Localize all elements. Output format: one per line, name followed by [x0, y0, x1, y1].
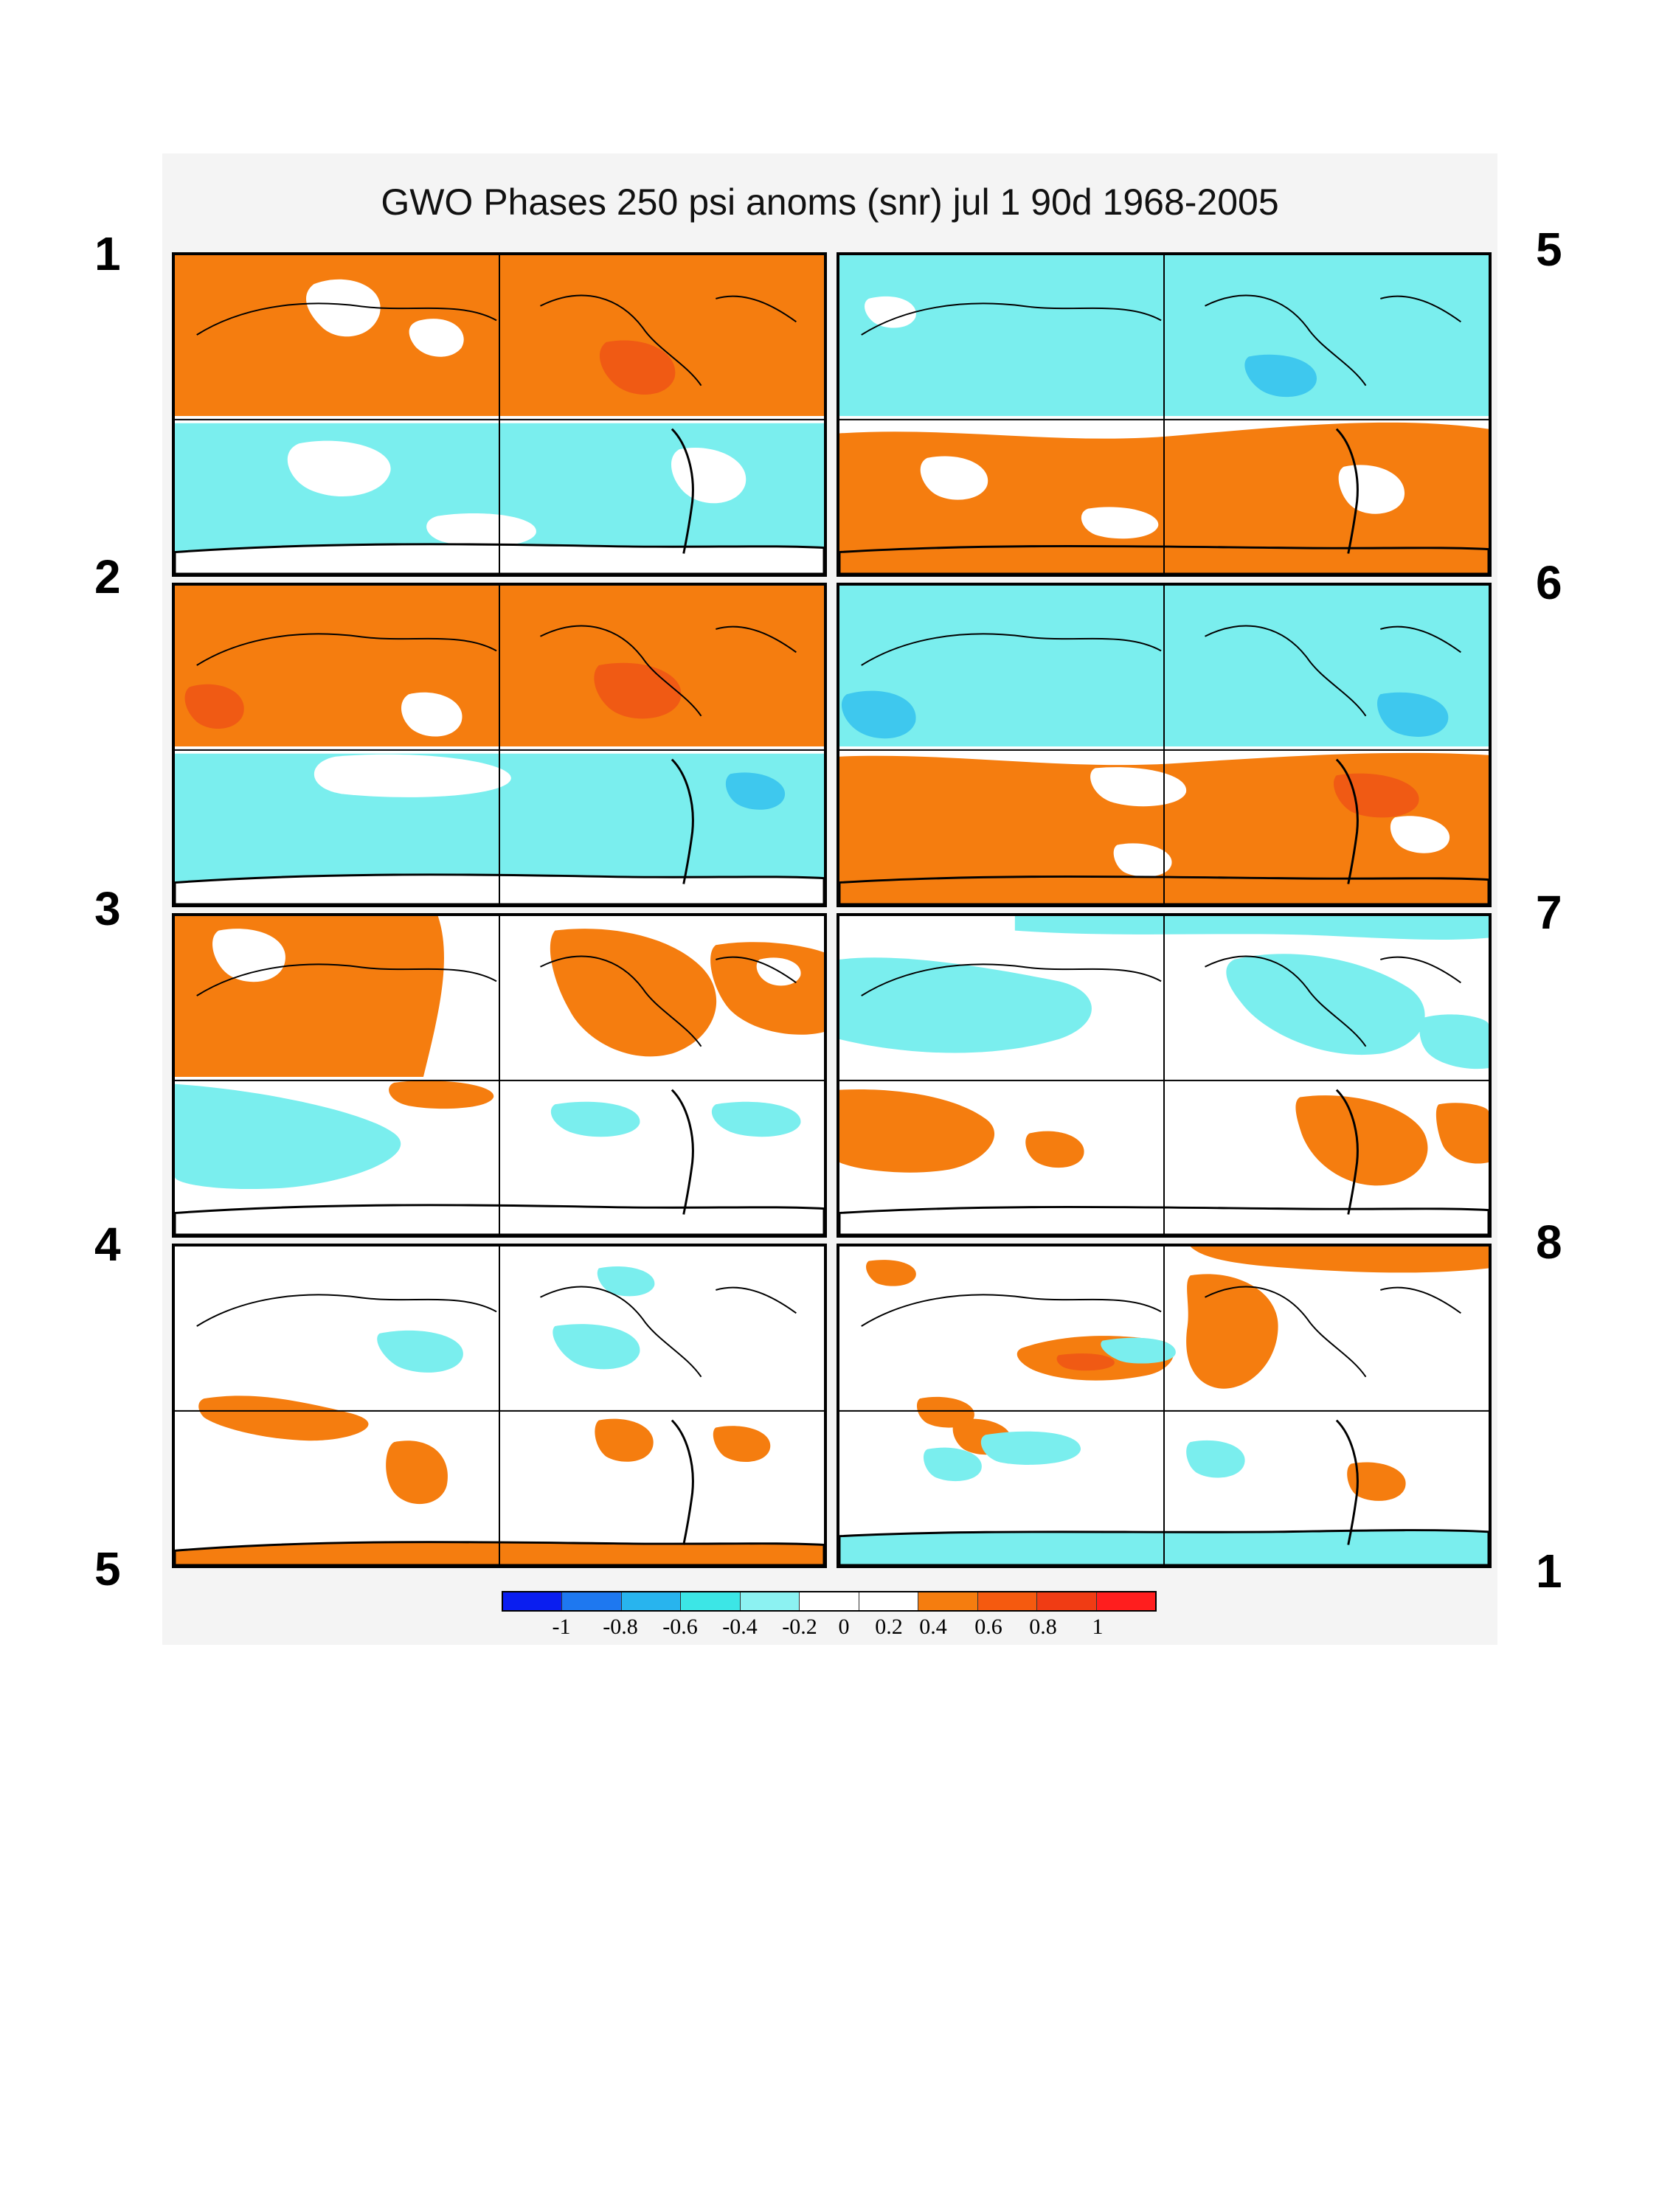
- colorbar-tick-label: 1: [1092, 1615, 1104, 1639]
- colorbar-tick-label: -0.6: [662, 1615, 698, 1639]
- colorbar-tick-label: 0.2: [875, 1615, 903, 1639]
- map-panel-phase-7: [837, 913, 1492, 1238]
- colorbar-tick-label: -0.4: [722, 1615, 758, 1639]
- right-label-7: 7: [1536, 886, 1562, 939]
- left-label-1: 1: [94, 227, 121, 280]
- colorbar-tick-label: -0.2: [782, 1615, 817, 1639]
- colorbar-tick-label: -1: [552, 1615, 571, 1639]
- map-panel-phase-1: [172, 252, 827, 577]
- colorbar-swatch: [800, 1592, 859, 1610]
- colorbar-swatch: [562, 1592, 622, 1610]
- left-label-3: 3: [94, 882, 121, 935]
- colorbar-swatch: [918, 1592, 978, 1610]
- map-panel-phase-2: [172, 583, 827, 907]
- left-label-5: 5: [94, 1542, 121, 1595]
- right-label-6: 6: [1536, 556, 1562, 609]
- colorbar-swatch: [859, 1592, 919, 1610]
- colorbar-swatch: [503, 1592, 563, 1610]
- colorbar-tick-label: 0.8: [1029, 1615, 1057, 1639]
- colorbar-tick-label: 0.6: [974, 1615, 1002, 1639]
- colorbar-swatch: [681, 1592, 741, 1610]
- colorbar-swatches: [502, 1591, 1157, 1612]
- colorbar-swatch: [1096, 1592, 1155, 1610]
- colorbar-tick-label: -0.8: [603, 1615, 638, 1639]
- colorbar-ticks: -1 -0.8 -0.6 -0.4 -0.2 0 0.2 0.4 0.6 0.8…: [502, 1612, 1157, 1641]
- right-label-1: 1: [1536, 1544, 1562, 1598]
- colorbar-tick-label: 0: [838, 1615, 850, 1639]
- map-panel-phase-6: [837, 583, 1492, 907]
- left-label-4: 4: [94, 1218, 121, 1271]
- colorbar-tick-label: 0.4: [919, 1615, 947, 1639]
- right-label-8: 8: [1536, 1216, 1562, 1269]
- colorbar-swatch: [740, 1592, 800, 1610]
- colorbar-swatch: [621, 1592, 682, 1610]
- left-label-2: 2: [94, 550, 121, 603]
- colorbar: -1 -0.8 -0.6 -0.4 -0.2 0 0.2 0.4 0.6 0.8…: [502, 1591, 1157, 1641]
- figure-title: GWO Phases 250 psi anoms (snr) jul 1 90d…: [381, 181, 1279, 223]
- map-panel-phase-5: [837, 252, 1492, 577]
- map-panel-phase-3: [172, 913, 827, 1238]
- colorbar-swatch: [1037, 1592, 1097, 1610]
- colorbar-swatch: [977, 1592, 1038, 1610]
- map-panel-phase-8: [837, 1244, 1492, 1568]
- right-label-5: 5: [1536, 223, 1562, 276]
- map-panel-phase-4: [172, 1244, 827, 1568]
